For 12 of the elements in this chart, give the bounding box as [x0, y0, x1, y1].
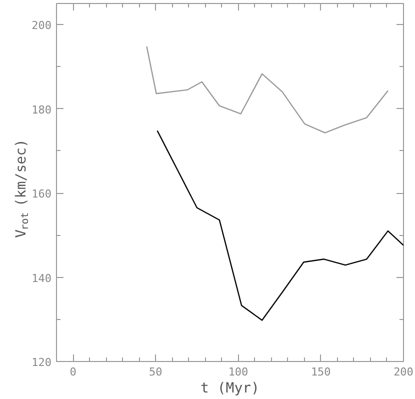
- x-axis-title: t (Myr): [200, 380, 260, 396]
- y-tick-label: 200: [32, 19, 52, 32]
- y-tick-label: 140: [32, 272, 52, 285]
- y-axis-title: Vrot (km/sec): [14, 139, 31, 238]
- x-tick-label: 200: [394, 366, 414, 378]
- y-tick-label: 120: [32, 356, 52, 369]
- x-tick-label: 150: [310, 366, 331, 378]
- x-tick-label: 0: [70, 366, 76, 378]
- y-tick-label: 160: [32, 188, 52, 201]
- x-tick-label: 50: [149, 366, 162, 378]
- x-tick-label: 100: [228, 366, 248, 378]
- y-tick-label: 180: [32, 103, 52, 116]
